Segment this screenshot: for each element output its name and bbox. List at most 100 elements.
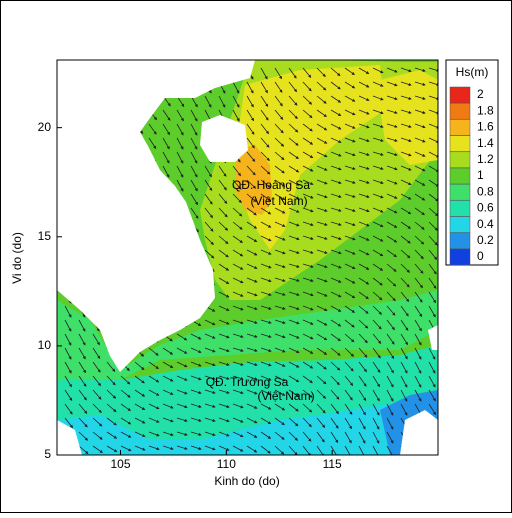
wave-arrow — [428, 193, 438, 202]
wave-arrow — [330, 221, 342, 226]
wave-arrow — [372, 333, 382, 345]
wave-arrow — [274, 137, 285, 147]
wave-arrow — [232, 389, 244, 395]
wave-arrow — [302, 207, 314, 213]
y-tick-label: 15 — [38, 229, 52, 243]
wave-arrow — [204, 333, 216, 339]
wave-arrow — [218, 249, 229, 258]
wave-arrow — [400, 277, 410, 288]
wave-arrow — [400, 347, 408, 360]
wave-arrow — [330, 95, 342, 103]
wave-arrow — [204, 95, 212, 108]
wave-arrow — [316, 403, 326, 414]
legend-swatch — [449, 216, 471, 233]
wave-arrow — [288, 137, 299, 146]
wave-arrow — [344, 417, 352, 430]
wave-arrow — [176, 109, 184, 122]
wave-arrow — [414, 193, 426, 201]
wave-arrow — [372, 445, 380, 455]
wave-arrow — [162, 123, 170, 136]
wave-arrow — [316, 137, 328, 144]
wave-arrow — [414, 165, 426, 172]
wave-arrow — [344, 81, 356, 89]
wave-arrow — [386, 417, 394, 430]
wave-arrow — [232, 417, 244, 423]
wave-arrow — [288, 347, 300, 353]
wave-arrow — [204, 347, 216, 353]
wave-arrow — [274, 109, 284, 120]
wave-arrow — [344, 277, 356, 284]
legend-swatch — [449, 200, 471, 217]
wave-arrow — [190, 361, 202, 367]
wave-arrow — [372, 179, 384, 185]
wave-arrow — [134, 445, 146, 451]
annotation: QĐ. Trường Sa — [206, 375, 289, 389]
wave-arrow — [386, 333, 395, 345]
wave-arrow — [260, 277, 272, 283]
region-08b — [57, 300, 110, 380]
wave-arrow — [302, 81, 312, 92]
wave-arrow — [358, 179, 370, 184]
wave-arrow — [302, 235, 314, 240]
wave-arrow — [260, 375, 272, 381]
wave-arrow — [218, 403, 230, 408]
wave-arrow — [372, 319, 382, 330]
wave-arrow — [400, 221, 412, 229]
region-04 — [57, 395, 438, 455]
wave-arrow — [316, 431, 325, 443]
wave-arrow — [288, 81, 298, 93]
wave-arrow — [78, 445, 89, 455]
wave-arrow — [316, 417, 326, 429]
wave-arrow — [428, 179, 438, 187]
wave-arrow — [92, 389, 102, 400]
wave-arrow — [372, 109, 384, 115]
wave-arrow — [176, 361, 188, 368]
wave-arrow — [372, 417, 380, 430]
wave-arrow — [386, 235, 398, 243]
wave-arrow — [176, 417, 188, 422]
wave-arrow — [204, 319, 216, 326]
wave-arrow — [190, 403, 202, 408]
wave-arrow — [92, 403, 102, 414]
wave-arrow — [414, 249, 424, 260]
wave-arrow — [302, 403, 313, 413]
wave-arrow — [260, 249, 272, 255]
wave-arrow — [162, 431, 174, 437]
wave-arrow — [288, 389, 300, 397]
wave-arrow — [274, 207, 286, 214]
wave-arrow — [428, 109, 438, 115]
wave-arrow — [78, 431, 89, 441]
wave-arrow — [218, 319, 230, 325]
wave-arrow — [78, 347, 86, 360]
wave-arrow — [344, 109, 356, 116]
wave-arrow — [176, 165, 184, 178]
legend-swatch — [449, 102, 471, 120]
legend-label: 2 — [477, 87, 484, 101]
wave-arrow — [106, 403, 117, 413]
wave-arrow — [316, 389, 327, 399]
wave-arrow — [204, 431, 216, 437]
wave-arrow — [64, 305, 72, 318]
wave-arrow — [176, 431, 188, 436]
wave-arrow — [302, 291, 314, 297]
wave-arrow — [428, 151, 438, 158]
wave-arrow — [274, 165, 285, 174]
wave-arrow — [204, 389, 216, 394]
wave-arrow — [246, 207, 257, 216]
wave-arrow — [232, 109, 240, 122]
wave-arrow — [260, 179, 271, 188]
wave-arrow — [414, 375, 422, 388]
wave-arrow — [330, 333, 341, 342]
wave-arrow — [176, 137, 184, 150]
wave-arrow — [162, 137, 170, 150]
wave-arrow — [274, 221, 286, 227]
wave-arrow — [358, 403, 366, 416]
wave-arrow — [134, 403, 146, 411]
wave-arrow — [386, 403, 394, 416]
wave-arrow — [400, 319, 409, 331]
wave-arrow — [386, 361, 394, 374]
wave-arrow — [260, 305, 272, 310]
wave-arrow — [344, 221, 356, 227]
wave-arrow — [92, 333, 100, 346]
wave-arrow — [64, 333, 72, 346]
